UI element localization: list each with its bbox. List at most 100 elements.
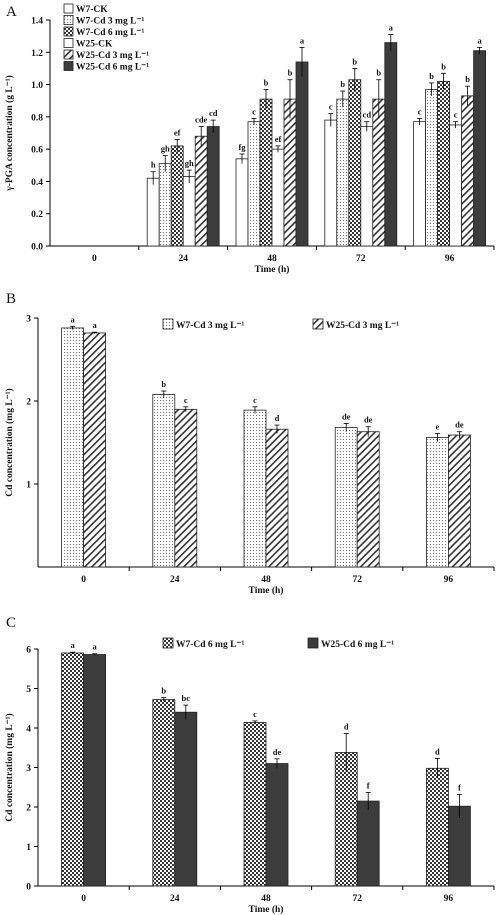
bar: [158, 163, 172, 247]
significance-label: cd: [209, 108, 218, 118]
y-tick-label: 3: [26, 315, 31, 325]
chart-panel-b: 1 2 3 0 24 48 72 96 Time (h) Cd concentration (mg…: [4, 314, 495, 596]
significance-label: cd: [363, 110, 372, 120]
significance-label: de: [455, 420, 464, 430]
x-tick-label: 96: [445, 254, 455, 264]
significance-label: de: [273, 747, 282, 757]
bar: [334, 427, 358, 568]
y-axis-title: Cd concentration (mg L⁻¹): [4, 713, 15, 821]
bar: [243, 722, 267, 887]
significance-label: c: [253, 395, 257, 405]
y-tick-label: 4: [26, 725, 31, 735]
significance-label: bc: [182, 693, 191, 703]
bar: [437, 80, 451, 247]
bar: [372, 98, 386, 247]
y-tick-label: 1.2: [31, 49, 43, 59]
y-tick-label: 5: [26, 685, 31, 695]
bar: [348, 79, 362, 247]
legend-swatch: [63, 15, 74, 25]
x-axis-title: Time (h): [249, 904, 284, 915]
bar: [449, 124, 463, 247]
bar: [235, 158, 249, 247]
bar: [336, 98, 350, 247]
significance-label: de: [364, 415, 373, 425]
bar: [265, 763, 289, 887]
y-tick-label: 0.4: [31, 178, 43, 188]
x-tick-label: 24: [170, 575, 180, 585]
significance-label: ef: [174, 127, 181, 137]
legend-label: W25-Cd 6 mg L⁻¹: [321, 640, 394, 650]
bar: [182, 176, 196, 247]
y-tick-label: 1: [26, 843, 31, 853]
bar: [61, 652, 84, 887]
bar: [174, 711, 198, 887]
bar: [152, 699, 176, 887]
significance-label: b: [340, 79, 345, 89]
y-tick-label: 6: [26, 646, 31, 656]
x-tick-label: 72: [356, 254, 366, 264]
legend-label: W7-Cd 3 mg L⁻¹: [76, 17, 144, 27]
y-tick-label: 2: [26, 804, 31, 814]
bar: [295, 61, 309, 247]
bar: [425, 437, 449, 568]
significance-label: a: [92, 320, 97, 330]
significance-label: cde: [195, 115, 208, 125]
legend-label: W25-CK: [76, 40, 113, 50]
x-tick-label: 48: [267, 254, 277, 264]
bar: [259, 98, 273, 247]
significance-label: c: [454, 110, 458, 120]
x-tick-label: 72: [352, 894, 362, 904]
significance-label: a: [70, 640, 75, 650]
significance-label: b: [264, 77, 269, 87]
bar: [356, 800, 380, 887]
legend-swatch: [312, 318, 324, 330]
panel-letter-a: A: [6, 4, 17, 20]
x-tick-label: 24: [170, 894, 180, 904]
significance-label: d: [435, 746, 440, 756]
bar: [384, 42, 398, 247]
legend-swatch: [63, 38, 74, 48]
legend-swatch: [162, 637, 174, 649]
y-tick-label: 3: [26, 764, 31, 774]
panel-letter-b: B: [6, 291, 16, 307]
panel-letter-c: C: [6, 615, 16, 631]
bar: [247, 121, 261, 247]
significance-label: fg: [238, 142, 246, 152]
legend-label: W7-Cd 3 mg L⁻¹: [176, 321, 244, 331]
y-tick-label: 0.8: [31, 113, 43, 123]
legend-swatch: [63, 26, 74, 37]
significance-label: d: [275, 413, 280, 423]
legend-label: W7-CK: [76, 5, 108, 15]
y-tick-label: 1: [26, 481, 31, 491]
significance-label: a: [300, 35, 305, 45]
significance-label: e: [436, 421, 440, 431]
x-tick-label: 96: [444, 575, 454, 585]
y-tick-label: 0: [26, 883, 31, 893]
significance-label: f: [367, 780, 370, 790]
significance-label: b: [465, 74, 470, 84]
bar: [425, 767, 449, 887]
x-tick-label: 0: [81, 575, 86, 585]
significance-label: b: [376, 68, 381, 78]
y-tick-label: 0.0: [31, 243, 43, 253]
bar: [473, 50, 487, 247]
chart-panel-c: 0 1 2 3 4 5 6 0 24 48 72 96 Time (h) Cd concentration…: [4, 637, 495, 915]
legend-swatch: [63, 61, 74, 71]
bar: [265, 428, 289, 568]
y-axis-title: γ-PGA concentration (g L⁻¹): [4, 75, 15, 191]
x-tick-label: 48: [261, 575, 271, 585]
bar: [461, 95, 475, 247]
legend-label: W7-Cd 6 mg L⁻¹: [76, 28, 144, 38]
y-tick-label: 0.6: [31, 146, 43, 156]
y-tick-label: 0.2: [31, 210, 43, 220]
legend-label: W25-Cd 3 mg L⁻¹: [76, 51, 149, 61]
x-tick-label: 96: [444, 894, 454, 904]
legend-swatch: [307, 637, 319, 649]
bar: [170, 145, 184, 247]
x-tick-label: 72: [352, 575, 362, 585]
significance-label: a: [70, 314, 75, 324]
significance-label: de: [342, 411, 351, 421]
significance-label: b: [161, 686, 166, 696]
significance-label: b: [352, 56, 357, 66]
